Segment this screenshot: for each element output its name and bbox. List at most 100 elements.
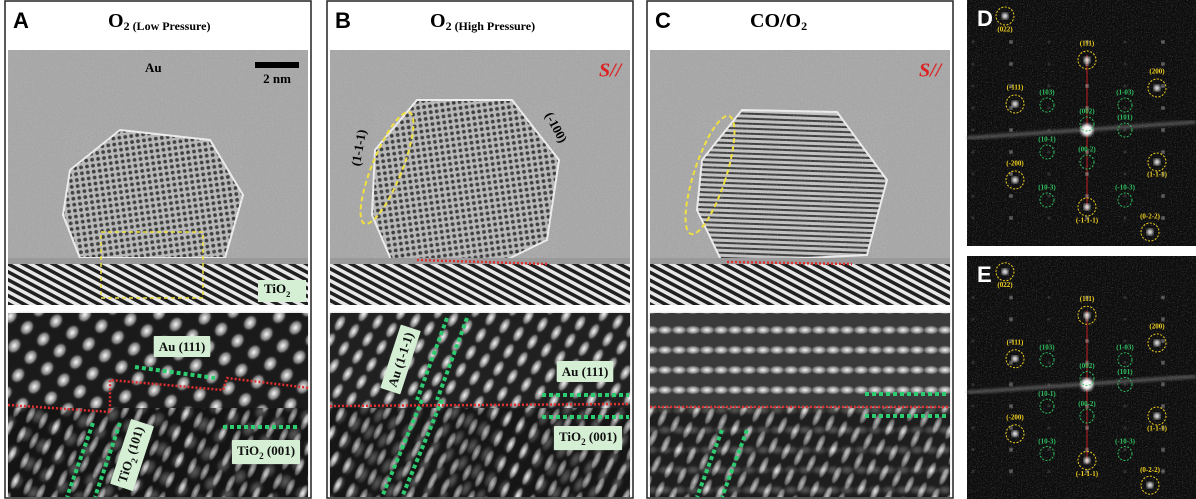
diffraction-spot [1012,431,1018,437]
fft-spot [1124,405,1126,407]
fft-spot [1048,405,1050,407]
fft-spot [1124,173,1126,175]
symbol-label: S// [599,60,624,82]
fft-spot [1161,40,1164,43]
fft-spot [1085,194,1088,197]
fft-spot [972,405,974,407]
fft-spot [1161,405,1164,408]
fft-spot [1085,84,1088,87]
fft-spot [1085,448,1088,451]
diffraction-spot [1012,356,1018,362]
yellow-label: (0-2-2) [1140,466,1160,474]
yellow-label: (-1-1-1) [1076,217,1099,225]
fft-spot [1009,106,1012,109]
zoom-label-part: TiO [559,429,581,444]
fft-spot [972,107,974,109]
nanoparticle-noise [372,100,559,262]
substrate-top [330,258,630,264]
panel-title-part: O [430,10,446,32]
fft-spot [1048,107,1050,109]
substrate [650,262,950,305]
fft-spot [972,195,974,197]
yellow-label: (022) [997,26,1013,34]
fft-noise [967,0,1196,246]
fft-spot [1161,383,1164,386]
yellow-label: (111) [1080,295,1095,303]
fft-spot [1161,470,1164,473]
fft-spot [1048,449,1050,451]
fft-spot [1048,151,1050,153]
fft-spot [1048,129,1050,131]
zoom-label-group: TiO2 (001) [232,440,300,464]
green-label: (10-3) [1038,184,1056,192]
fft-spot [1124,296,1126,298]
panel-title-part: CO/O [750,10,801,32]
fft-spot [972,41,974,43]
fft-spot [1048,296,1050,298]
zoom-label-part: (001) [264,443,295,458]
green-label: (00-2) [1078,146,1096,154]
substrate [330,262,630,305]
fft-spot [1161,128,1164,131]
zoom-label-group: Au (111) [557,361,614,382]
diffraction-spot [1154,413,1160,419]
fft-spot [1048,383,1050,385]
fft-spot [1009,470,1012,473]
fft-spot [1124,362,1126,364]
fft-spot [1009,216,1012,219]
fft-spot [1048,318,1050,320]
fft-spot [1048,195,1050,197]
fft-spot [972,151,974,153]
fft-spot [972,449,974,451]
fft-spot [1048,340,1050,342]
fft-spot [1048,85,1050,87]
yellow-label: (-200) [1006,160,1024,168]
yellow-label: (-1-1-1) [1076,470,1099,478]
fft-spot [972,427,974,429]
particle-label: Au [145,60,162,75]
fft-spot [1009,40,1012,43]
fft-spot [1124,427,1126,429]
diffraction-spot [1154,159,1160,165]
fft-spot [1161,194,1164,197]
fft-spot [1124,470,1126,472]
zoom-label-group: Au (111) [154,336,211,357]
fft-spot [1009,448,1012,451]
symbol-label: S// [919,60,944,82]
fft-spot [972,470,974,472]
zoom-label: Au (111) [562,364,609,379]
fft-spot [1048,470,1050,472]
panel-letter: E [977,262,992,287]
fft-spot [1124,85,1126,87]
fft-spot [972,296,974,298]
panel-title: CO/O2 [750,10,807,33]
yellow-label: (-111) [1007,84,1024,92]
fft-spot [1161,339,1164,342]
fft-spot [1124,383,1126,385]
diffraction-spot [1147,229,1153,235]
panel-letter: A [13,8,29,33]
fft-spot [1124,41,1126,43]
fft-spot [1048,41,1050,43]
diffraction-spot [1084,457,1090,463]
yellow-label: (200) [1149,323,1165,331]
panel-title-part: 2 (High Pressure) [446,19,536,33]
diffraction-spot [1147,482,1153,488]
fft-spot [1009,62,1012,65]
diffraction-spot [1012,101,1018,107]
diffraction-spot [1002,269,1008,275]
yellow-label: (-200) [1006,414,1024,422]
green-label: (1-03) [1116,343,1134,351]
green-label: (1-03) [1116,89,1134,97]
fft-spot [1161,106,1164,109]
fft-spot [1161,318,1164,321]
fft-spot [972,129,974,131]
fft-spot [1161,62,1164,65]
panel-letter: B [335,8,351,33]
yellow-label: (-111) [1007,339,1024,347]
zoom-label: Au (111) [159,339,206,354]
green-label: (002) [1079,362,1095,370]
fft-spot [1048,173,1050,175]
green-label: (103) [1039,343,1055,351]
panel-letter: D [977,6,993,31]
